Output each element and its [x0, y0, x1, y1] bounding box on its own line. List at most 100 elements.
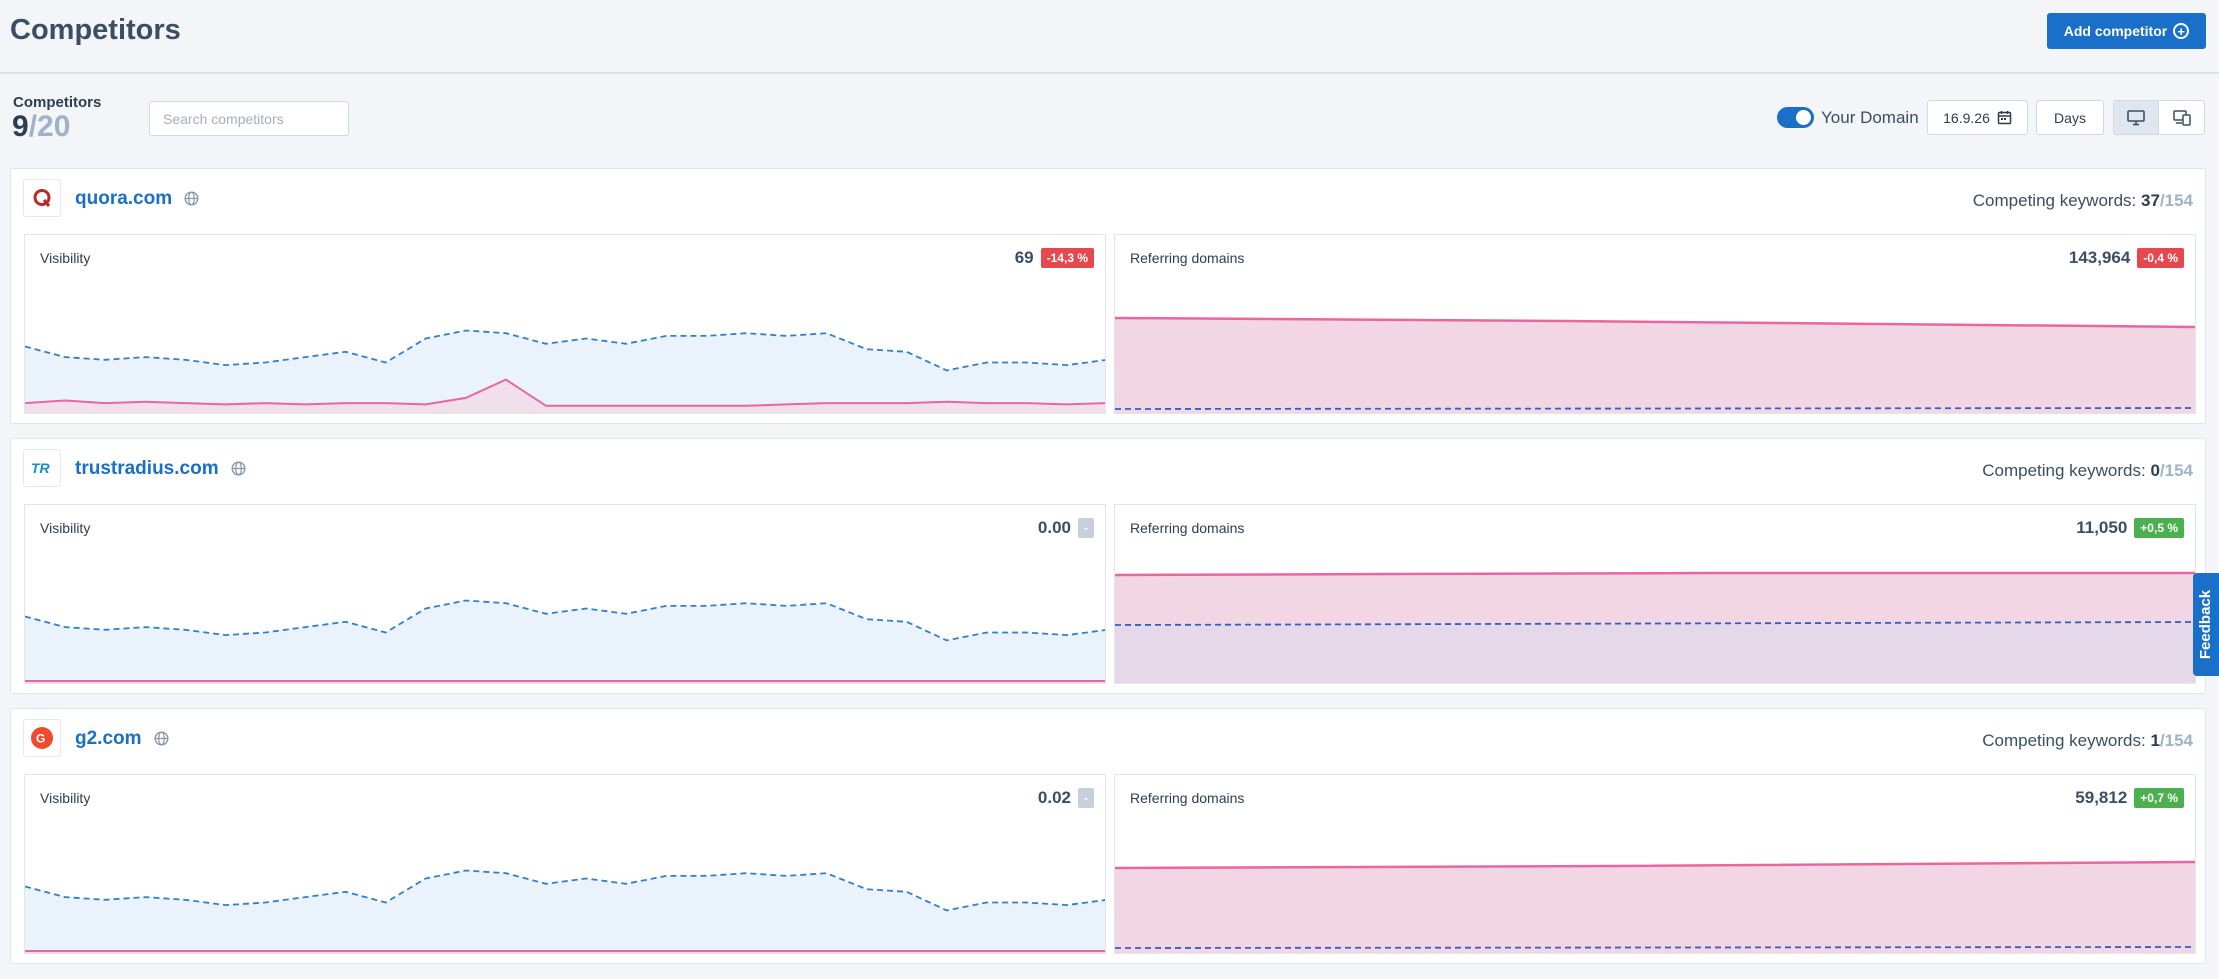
your-domain-visibility-line	[25, 329, 1105, 372]
your-domain-visibility-line	[25, 599, 1105, 642]
referring-domains-label: Referring domains	[1130, 520, 1245, 536]
competitor-referring-area	[1115, 862, 2195, 953]
referring-domains-panel: Referring domains 59,812 +0,7 %	[1114, 774, 2196, 954]
feedback-tab[interactable]: Feedback	[2193, 573, 2219, 676]
referring-domains-value: 143,964	[2068, 248, 2131, 267]
competitor-referring-line	[1115, 860, 2195, 870]
competitor-referring-area	[1115, 318, 2195, 413]
visibility-label: Visibility	[40, 520, 91, 536]
competing-keywords-total: /154	[2159, 731, 2193, 750]
date-picker[interactable]: 16.9.26	[1927, 100, 2028, 135]
visibility-chart	[25, 599, 1105, 683]
feedback-label: Feedback	[2197, 589, 2215, 660]
calendar-icon	[1997, 111, 2012, 125]
visibility-value: 69	[1014, 248, 1034, 267]
desktop-view-button[interactable]	[2113, 100, 2159, 135]
globe-icon[interactable]	[154, 731, 169, 746]
your-domain-label: Your Domain	[1821, 108, 1919, 127]
visibility-panel: Visibility 0.02 -	[24, 774, 1106, 954]
competitor-card: G g2.com Competing keywords: 1/154 Visib…	[10, 708, 2206, 964]
search-competitors-input[interactable]	[149, 101, 349, 136]
referring-domains-panel: Referring domains 143,964 -0,4 %	[1114, 234, 2196, 414]
devices-icon	[2172, 109, 2191, 126]
visibility-chart	[25, 869, 1105, 953]
date-value: 16.9.26	[1943, 109, 1990, 126]
domain-logo	[23, 179, 61, 217]
toggle-knob	[1796, 110, 1811, 125]
your-domain-referring-line	[1115, 946, 2195, 949]
your-domain-toggle[interactable]	[1777, 107, 1814, 128]
competing-keywords-value: 37	[2140, 191, 2160, 210]
svg-text:G: G	[36, 732, 45, 746]
referring-domains-label: Referring domains	[1130, 250, 1245, 266]
your-domain-referring-area	[1115, 622, 2195, 683]
referring-domains-change-badge: -0,4 %	[2137, 248, 2184, 268]
competing-keywords: Competing keywords: 0/154	[1982, 461, 2193, 481]
referring-domains-value: 59,812	[2075, 788, 2128, 807]
visibility-change-badge: -	[1078, 518, 1094, 538]
competitor-card: quora.com Competing keywords: 37/154 Vis…	[10, 168, 2206, 424]
competing-keywords-label: Competing keywords:	[1982, 461, 2146, 480]
visibility-value: 0.00	[1037, 518, 1071, 537]
competing-keywords-value: 0	[2150, 461, 2160, 480]
referring-domains-change-badge: +0,7 %	[2134, 788, 2184, 808]
competing-keywords-total: /154	[2159, 191, 2193, 210]
visibility-area	[25, 600, 1105, 683]
referring-domains-label: Referring domains	[1130, 790, 1245, 806]
visibility-area	[25, 330, 1105, 413]
referring-domains-chart	[1115, 316, 2195, 413]
visibility-label: Visibility	[40, 790, 91, 806]
add-competitor-label: Add competitor	[2063, 23, 2168, 39]
visibility-change-badge: -	[1078, 788, 1094, 808]
referring-domains-chart	[1115, 860, 2195, 953]
visibility-label: Visibility	[40, 250, 91, 266]
competing-keywords-total: /154	[2159, 461, 2193, 480]
period-value: Days	[2054, 109, 2086, 126]
competing-keywords-label: Competing keywords:	[1972, 191, 2137, 210]
visibility-chart	[25, 329, 1105, 413]
referring-domains-chart	[1115, 571, 2195, 683]
competitor-domain-link[interactable]: g2.com	[75, 728, 142, 749]
quora-icon	[33, 189, 51, 207]
competing-keywords: Competing keywords: 37/154	[1973, 191, 2193, 211]
competitor-domain-link[interactable]: trustradius.com	[75, 458, 219, 479]
mobile-view-button[interactable]	[2159, 100, 2205, 135]
competitor-referring-line	[1115, 571, 2195, 577]
add-competitor-button[interactable]: Add competitor +	[2047, 13, 2206, 49]
competitor-card: TR trustradius.com Competing keywords: 0…	[10, 438, 2206, 694]
competitors-label: Competitors	[13, 94, 102, 111]
visibility-area	[25, 870, 1105, 953]
globe-icon[interactable]	[231, 461, 246, 476]
domain-logo: TR	[23, 449, 61, 487]
domain-logo: G	[23, 719, 61, 757]
your-domain-referring-line	[1115, 621, 2195, 626]
competing-keywords: Competing keywords: 1/154	[1982, 731, 2193, 751]
svg-text:TR: TR	[31, 460, 51, 476]
competing-keywords-value: 1	[2150, 731, 2160, 750]
visibility-panel: Visibility 69 -14,3 %	[24, 234, 1106, 414]
trustradius-icon: TR	[31, 460, 51, 476]
visibility-value: 0.02	[1037, 788, 1071, 807]
device-view-toggle	[2113, 100, 2205, 135]
referring-domains-change-badge: +0,5 %	[2134, 518, 2184, 538]
your-domain-referring-line	[1115, 407, 2195, 410]
your-domain-visibility-line	[25, 869, 1105, 912]
competitor-domain-link[interactable]: quora.com	[75, 188, 173, 209]
period-select[interactable]: Days	[2036, 100, 2104, 135]
competing-keywords-label: Competing keywords:	[1982, 731, 2146, 750]
referring-domains-value: 11,050	[2076, 518, 2128, 537]
competitors-count-value: 9	[12, 110, 29, 143]
page-title: Competitors	[10, 14, 181, 46]
page-header: Competitors Add competitor +	[0, 0, 2219, 74]
competitor-visibility-line	[25, 378, 1105, 407]
referring-domains-panel: Referring domains 11,050 +0,5 %	[1114, 504, 2196, 684]
g2-icon: G	[31, 727, 53, 749]
visibility-panel: Visibility 0.00 -	[24, 504, 1106, 684]
competitors-count: 9/20	[12, 110, 70, 144]
competitors-count-total: /20	[28, 110, 71, 143]
competitor-referring-line	[1115, 316, 2195, 329]
plus-circle-icon: +	[2173, 23, 2190, 39]
visibility-change-badge: -14,3 %	[1040, 248, 1094, 268]
desktop-icon	[2127, 109, 2145, 125]
globe-icon[interactable]	[184, 191, 199, 206]
